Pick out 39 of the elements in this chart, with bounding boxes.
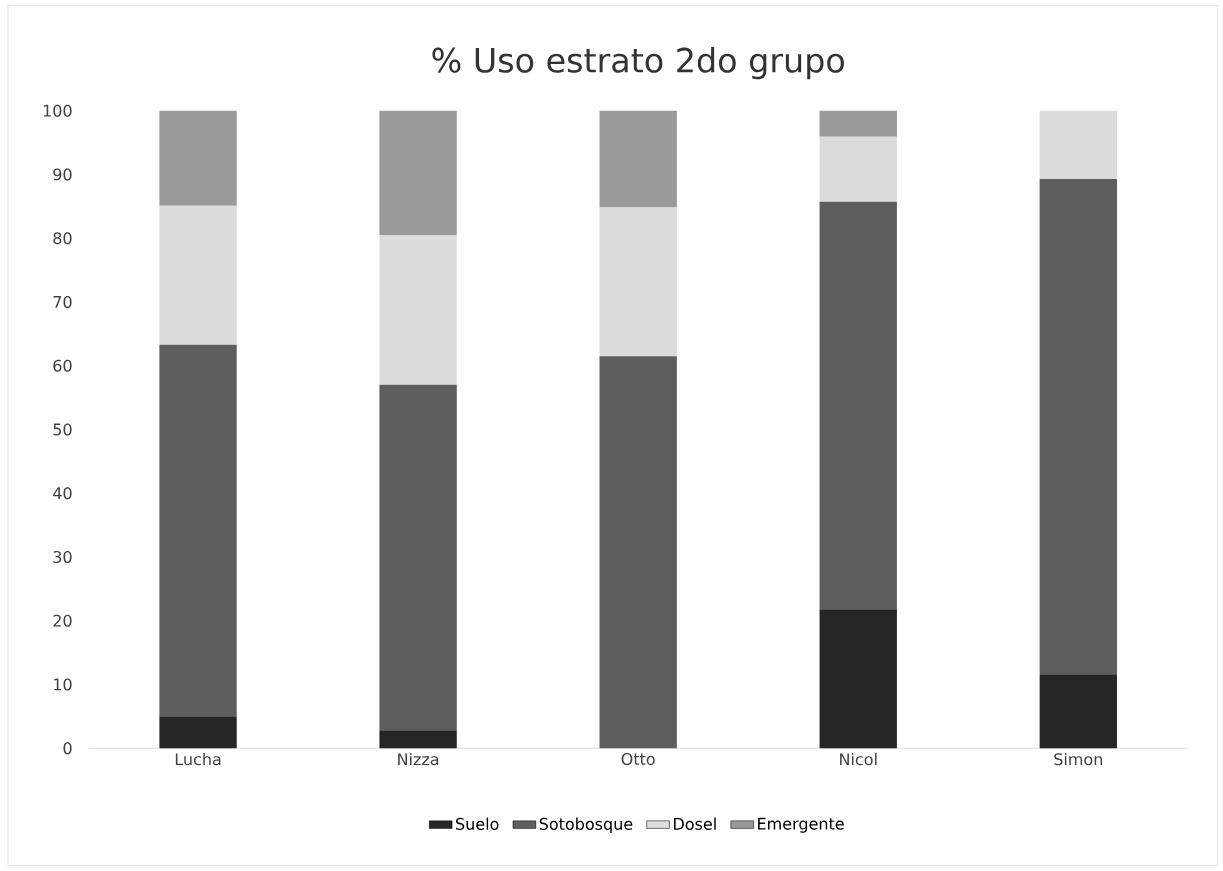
- y-tick-label: 30: [53, 550, 72, 564]
- y-tick-label: 20: [53, 614, 72, 627]
- bar: [819, 110, 897, 137]
- bar: [819, 609, 897, 749]
- bar: [159, 344, 237, 717]
- y-tick-label: 80: [53, 232, 72, 245]
- legend-label: Emergente: [758, 817, 844, 833]
- legend-label: Suelo: [456, 817, 499, 830]
- bar: [599, 110, 677, 208]
- bar: [819, 201, 897, 610]
- y-tick-label: 10: [54, 678, 72, 691]
- x-tick-label: Otto: [621, 752, 655, 766]
- y-tick-label: 60: [53, 359, 72, 372]
- y-tick-label: 90: [53, 168, 72, 181]
- x-tick-label: Lucha: [175, 752, 221, 766]
- x-tick-label: Nicol: [840, 752, 877, 766]
- x-tick-label: Simon: [1054, 752, 1103, 766]
- bar: [379, 384, 457, 731]
- bar: [1039, 674, 1117, 749]
- y-tick-label: 0: [63, 742, 72, 755]
- y-tick-label: 40: [53, 487, 72, 500]
- bar: [159, 110, 237, 206]
- bar: [1039, 110, 1117, 179]
- bar: [159, 205, 237, 345]
- chart-title: % Uso estrato 2do grupo: [432, 47, 844, 80]
- y-tick-label: 100: [43, 104, 72, 117]
- bar: [599, 207, 677, 357]
- bar: [819, 136, 897, 202]
- bar: [379, 235, 457, 385]
- legend-label: Sotobosque: [539, 817, 633, 834]
- x-tick-label: Nizza: [398, 752, 439, 766]
- bar: [599, 356, 677, 749]
- y-tick-label: 50: [53, 423, 72, 436]
- bar: [379, 110, 457, 236]
- bar: [1039, 178, 1117, 675]
- y-tick-label: 70: [53, 295, 72, 309]
- bar: [379, 730, 457, 749]
- bar: [159, 716, 237, 749]
- legend-label: Dosel: [674, 817, 716, 830]
